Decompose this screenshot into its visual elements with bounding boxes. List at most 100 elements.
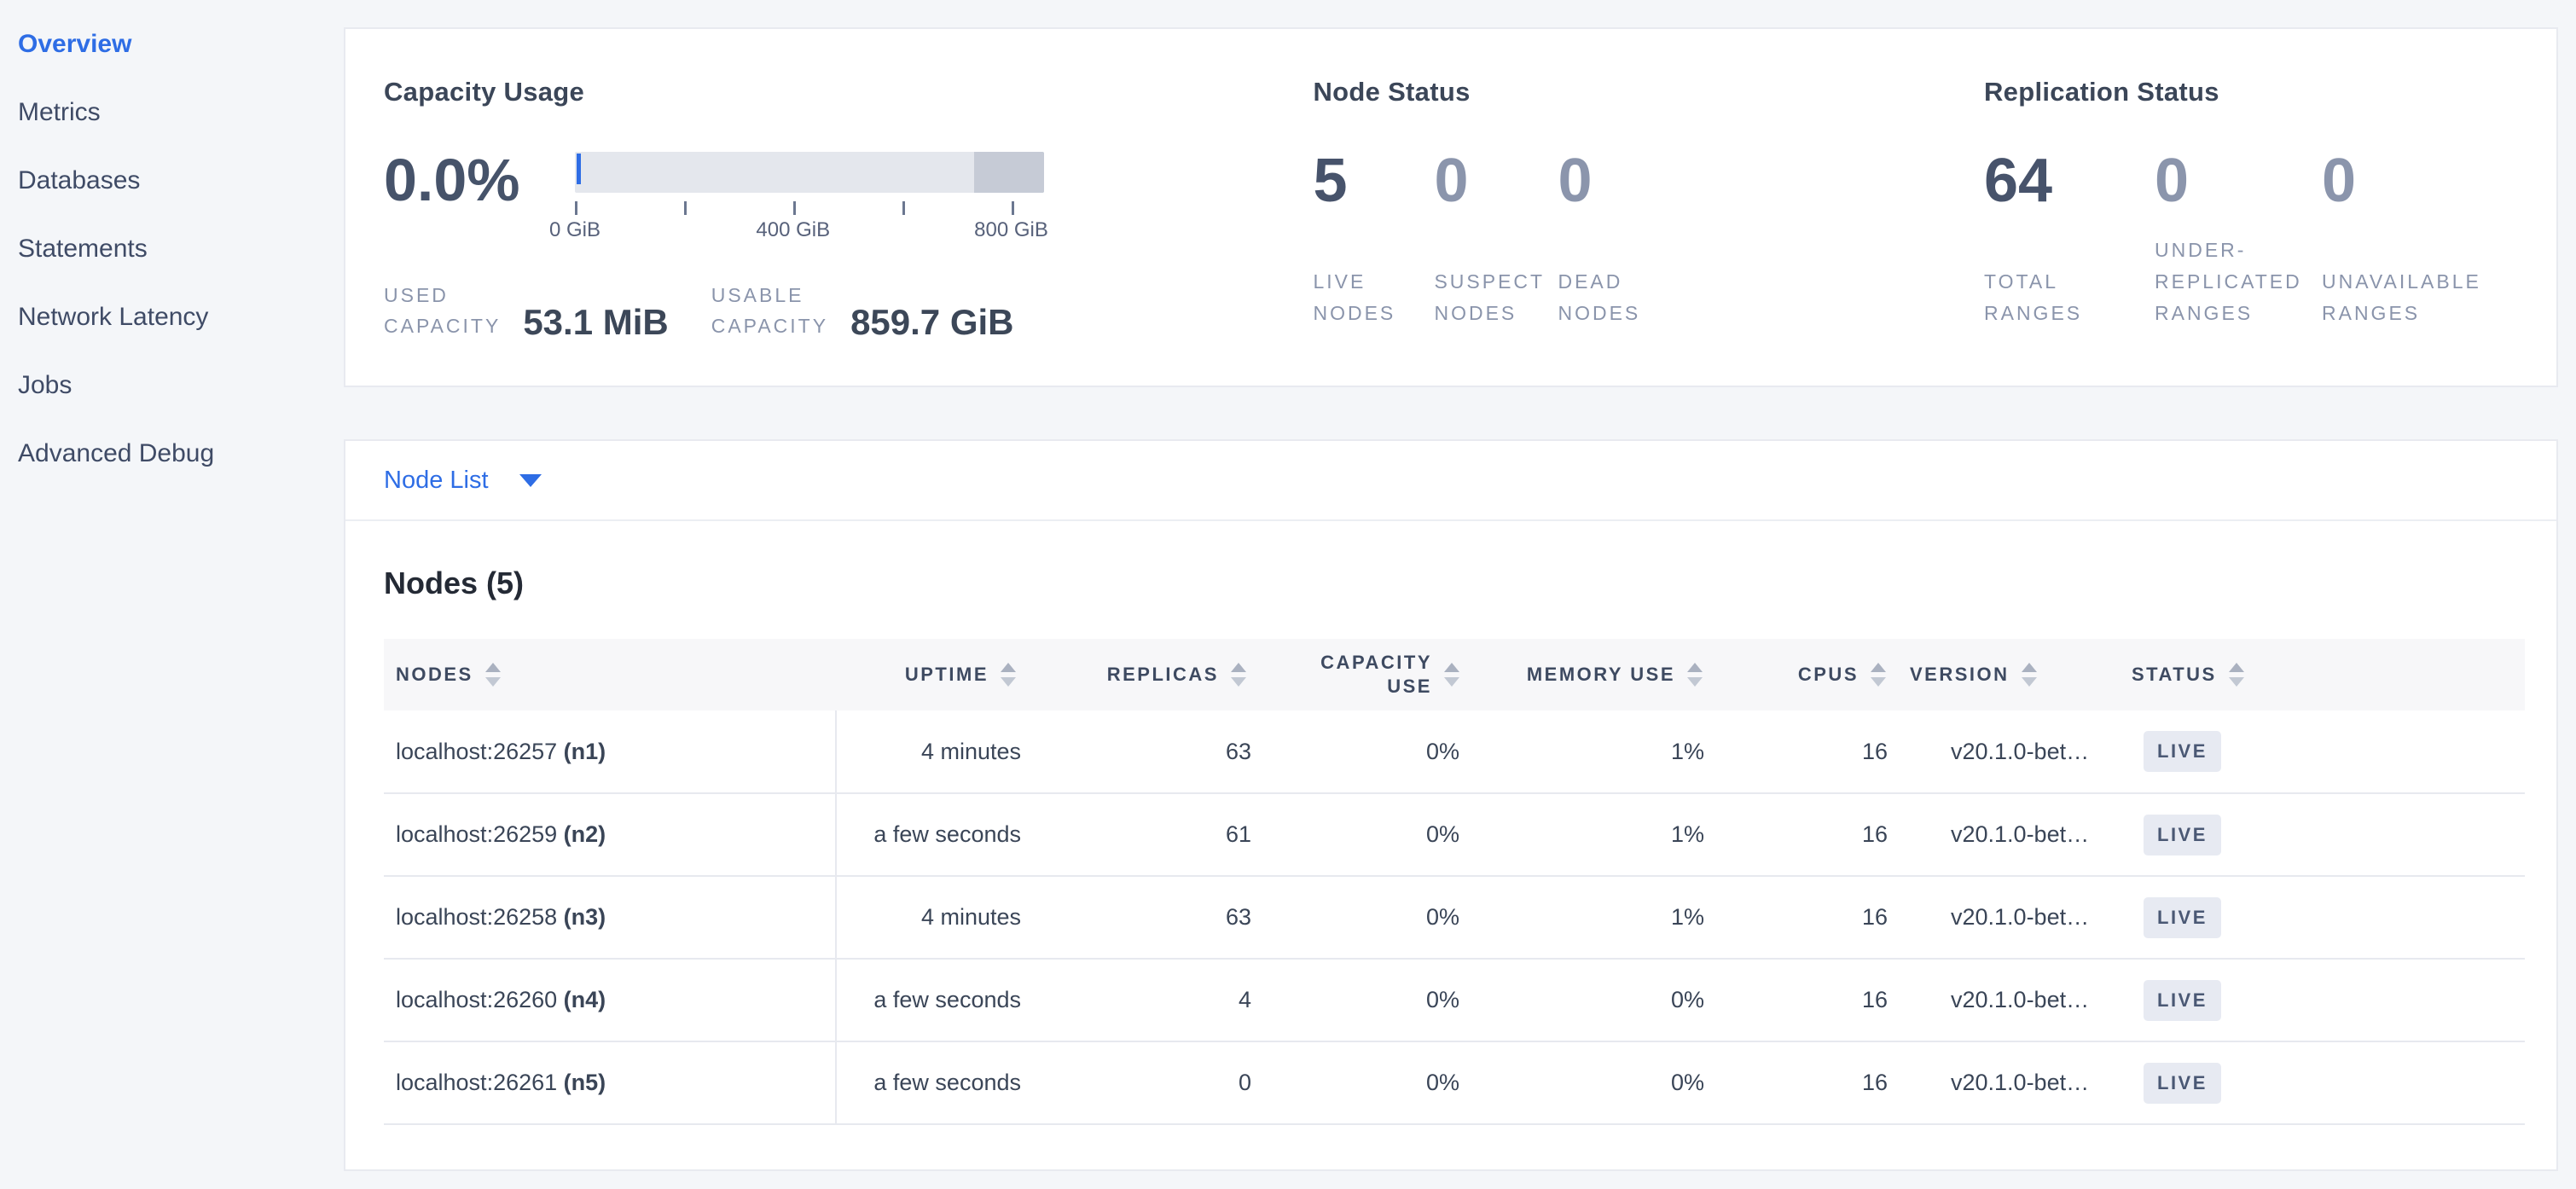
column-header-version[interactable]: VERSION <box>1898 639 2120 710</box>
cell-status: LIVE <box>2120 793 2376 877</box>
column-header-spacer <box>2376 639 2525 710</box>
sort-icon <box>2228 663 2244 687</box>
sort-icon <box>484 663 501 687</box>
cell-status: LIVE <box>2120 1041 2376 1125</box>
stat-under-replicated-ranges: 0 UNDER- REPLICATED RANGES <box>2155 147 2302 324</box>
cell-uptime: a few seconds <box>836 793 1028 877</box>
sidebar-item-databases[interactable]: Databases <box>18 166 141 194</box>
usable-capacity-label: USABLE CAPACITY <box>711 284 829 337</box>
sort-icon <box>1231 663 1246 687</box>
cell-uptime: a few seconds <box>836 959 1028 1042</box>
cell-uptime: 4 minutes <box>836 876 1028 960</box>
cell-replicas: 63 <box>1028 710 1258 794</box>
capacity-gauge-used-marker <box>577 154 581 184</box>
cell-status: LIVE <box>2120 959 2376 1042</box>
cell-node-name: localhost:26259 (n2) <box>384 793 837 877</box>
status-badge: LIVE <box>2144 814 2221 856</box>
cell-cpus: 16 <box>1714 1041 1898 1125</box>
replication-status-title: Replication Status <box>1984 77 2219 107</box>
cell-cpus: 16 <box>1714 959 1898 1042</box>
axis-tick <box>575 201 577 215</box>
cell-version: v20.1.0-bet… <box>1898 876 2120 960</box>
table-row: localhost:26261 (n5) a few seconds 0 0% … <box>384 1041 2525 1125</box>
cell-replicas: 63 <box>1028 876 1258 960</box>
cell-cpus: 16 <box>1714 793 1898 877</box>
sort-icon <box>1687 663 1703 687</box>
axis-label-800gib: 800 GiB <box>974 218 1048 241</box>
sort-icon <box>2021 663 2037 687</box>
stat-unavailable-ranges: 0 UNAVAILABLE RANGES <box>2322 147 2481 324</box>
cell-replicas: 61 <box>1028 793 1258 877</box>
stat-suspect-nodes: 0 SUSPECT NODES <box>1434 147 1546 324</box>
replication-status-panel: Replication Status 64 TOTAL RANGES 0 UND… <box>1984 77 2518 386</box>
chevron-down-icon <box>519 473 542 487</box>
cell-cpus: 16 <box>1714 876 1898 960</box>
sidebar-item-statements[interactable]: Statements <box>18 235 148 263</box>
cell-uptime: 4 minutes <box>836 710 1028 794</box>
status-badge: LIVE <box>2144 979 2221 1021</box>
usable-capacity-value: 859.7 GiB <box>850 302 1014 342</box>
capacity-usage-panel: Capacity Usage 0.0% 0 GiB 400 GiB 800 Gi… <box>384 77 1313 386</box>
cell-node-name: localhost:26261 (n5) <box>384 1041 837 1125</box>
capacity-gauge-track <box>575 152 1044 193</box>
capacity-percent-value: 0.0% <box>384 147 520 213</box>
cell-replicas: 4 <box>1028 959 1258 1042</box>
node-status-title: Node Status <box>1313 77 1471 107</box>
column-header-cpus[interactable]: CPUS <box>1714 639 1898 710</box>
axis-tick <box>1011 201 1014 215</box>
node-list-toolbar: Node List <box>345 441 2556 521</box>
sidebar-item-metrics[interactable]: Metrics <box>18 98 101 126</box>
node-status-panel: Node Status 5 LIVE NODES 0 SUSPECT NODES… <box>1313 77 1984 386</box>
cell-replicas: 0 <box>1028 1041 1258 1125</box>
table-row: localhost:26259 (n2) a few seconds 61 0%… <box>384 793 2525 877</box>
capacity-gauge-axis: 0 GiB 400 GiB 800 GiB <box>549 193 1048 241</box>
sort-icon <box>1444 663 1459 687</box>
cell-status: LIVE <box>2120 710 2376 794</box>
cell-capacity-use: 0% <box>1258 793 1471 877</box>
cell-memory-use: 1% <box>1471 710 1714 794</box>
node-list-dropdown[interactable]: Node List <box>384 467 542 495</box>
axis-label-400gib: 400 GiB <box>756 218 831 241</box>
cell-version: v20.1.0-bet… <box>1898 793 2120 877</box>
cell-node-name: localhost:26258 (n3) <box>384 876 837 960</box>
stat-total-ranges: 64 TOTAL RANGES <box>1984 147 2083 324</box>
column-header-capacity-use[interactable]: CAPACITY USE <box>1258 639 1471 710</box>
used-capacity-label: USED CAPACITY <box>384 284 502 337</box>
capacity-gauge: 0 GiB 400 GiB 800 GiB <box>549 152 1048 241</box>
column-header-uptime[interactable]: UPTIME <box>836 639 1028 710</box>
cell-memory-use: 0% <box>1471 959 1714 1042</box>
status-badge: LIVE <box>2144 896 2221 938</box>
cell-version: v20.1.0-bet… <box>1898 959 2120 1042</box>
cell-memory-use: 1% <box>1471 793 1714 877</box>
sidebar-item-advanced-debug[interactable]: Advanced Debug <box>18 439 215 467</box>
node-list-dropdown-label: Node List <box>384 466 489 494</box>
nodes-table-section: Nodes (5) NODES UPTIME REPLICAS <box>345 521 2556 1125</box>
column-header-replicas[interactable]: REPLICAS <box>1028 639 1258 710</box>
sidebar: Overview Metrics Databases Statements Ne… <box>0 0 337 1189</box>
sort-icon <box>1001 663 1016 687</box>
cell-memory-use: 0% <box>1471 1041 1714 1125</box>
sidebar-item-network-latency[interactable]: Network Latency <box>18 303 209 331</box>
table-row: localhost:26257 (n1) 4 minutes 63 0% 1% … <box>384 710 2525 794</box>
cell-capacity-use: 0% <box>1258 876 1471 960</box>
cell-node-name: localhost:26260 (n4) <box>384 959 837 1042</box>
cell-node-name: localhost:26257 (n1) <box>384 710 837 794</box>
axis-label-0gib: 0 GiB <box>548 218 601 241</box>
capacity-usage-title: Capacity Usage <box>384 77 585 107</box>
cell-version: v20.1.0-bet… <box>1898 710 2120 794</box>
nodes-table-title: Nodes (5) <box>384 566 525 600</box>
axis-tick <box>902 201 905 215</box>
cell-memory-use: 1% <box>1471 876 1714 960</box>
nodes-table: NODES UPTIME REPLICAS CAPACITY USE MEMOR… <box>384 639 2525 1125</box>
column-header-nodes[interactable]: NODES <box>384 639 836 710</box>
cluster-summary-card: Capacity Usage 0.0% 0 GiB 400 GiB 800 Gi… <box>344 27 2558 387</box>
cell-capacity-use: 0% <box>1258 710 1471 794</box>
sidebar-item-jobs[interactable]: Jobs <box>18 371 73 399</box>
cell-status: LIVE <box>2120 876 2376 960</box>
column-header-memory-use[interactable]: MEMORY USE <box>1471 639 1714 710</box>
axis-tick <box>684 201 688 215</box>
sidebar-item-overview[interactable]: Overview <box>18 30 132 58</box>
column-header-status[interactable]: STATUS <box>2120 639 2376 710</box>
status-badge: LIVE <box>2144 1062 2221 1104</box>
stat-live-nodes: 5 LIVE NODES <box>1313 147 1396 324</box>
